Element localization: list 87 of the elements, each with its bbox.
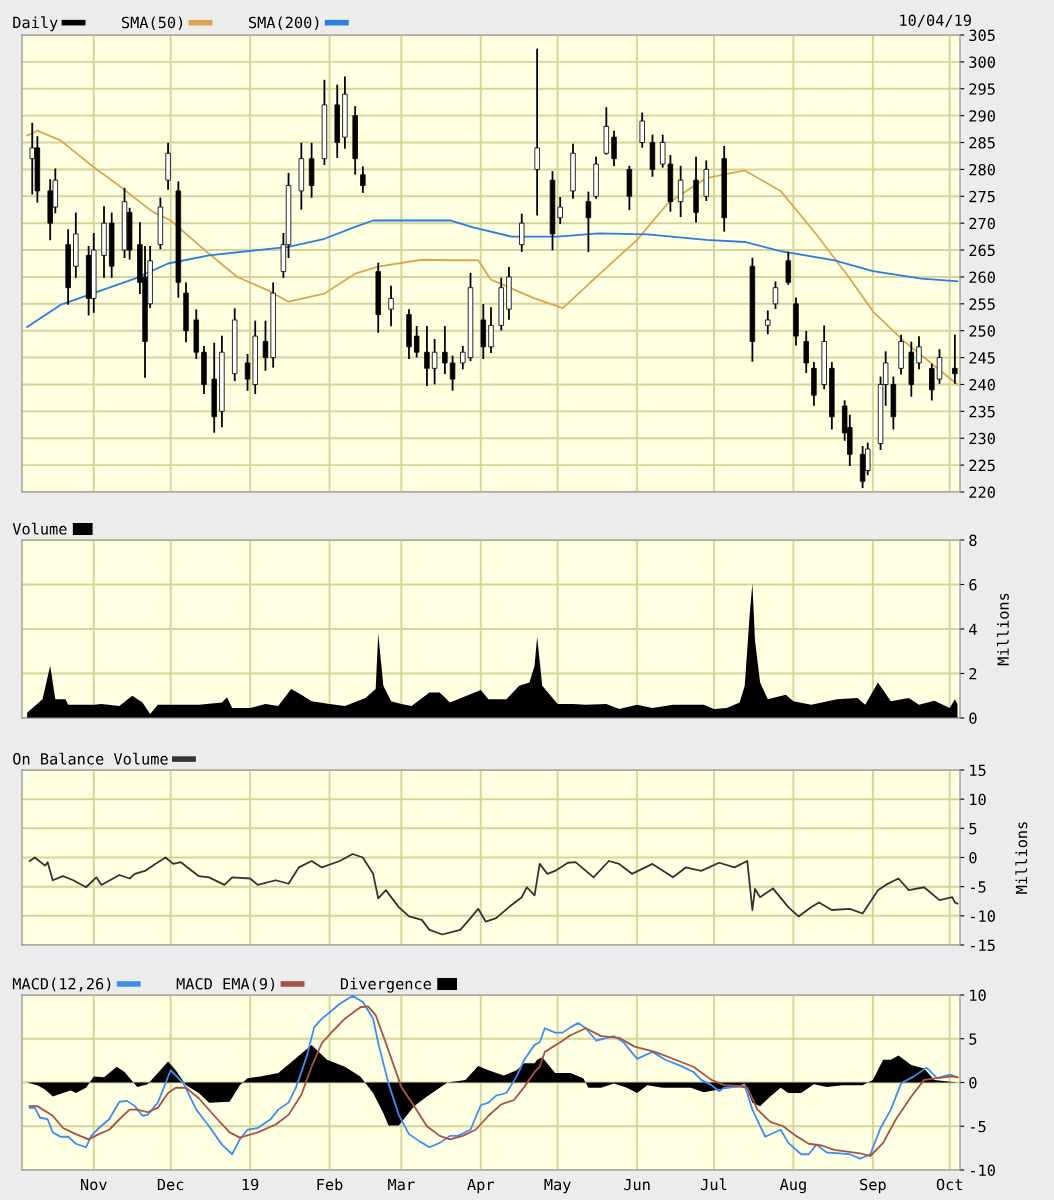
candlestick bbox=[488, 307, 494, 354]
y-tick-label: 270 bbox=[969, 217, 995, 230]
candlestick bbox=[442, 326, 448, 375]
y-tick-label: 0 bbox=[969, 852, 977, 864]
legend-label: Volume bbox=[12, 522, 67, 535]
y-tick-label: 220 bbox=[969, 486, 995, 499]
candlestick bbox=[585, 191, 592, 253]
y-tick-label: 0 bbox=[969, 712, 977, 725]
candlestick bbox=[449, 355, 456, 391]
x-tick-label: Oct bbox=[936, 1178, 963, 1191]
y-tick-label: 290 bbox=[969, 110, 995, 122]
candlestick bbox=[765, 310, 771, 335]
x-tick-label: Dec bbox=[157, 1178, 184, 1191]
y-tick-label: 240 bbox=[969, 378, 995, 391]
x-tick-label: Aug bbox=[779, 1178, 806, 1194]
legend-label: Daily bbox=[13, 16, 58, 32]
candlestick bbox=[952, 334, 958, 384]
x-tick-label: Jun bbox=[624, 1178, 650, 1191]
y-tick-label: -15 bbox=[970, 939, 995, 952]
candlestick bbox=[424, 326, 430, 386]
y-tick-label: 2 bbox=[969, 668, 977, 680]
candlestick bbox=[460, 345, 466, 370]
y-tick-label: 275 bbox=[969, 190, 995, 203]
candlestick bbox=[936, 349, 943, 384]
candlestick bbox=[431, 338, 438, 385]
y-tick-label: 225 bbox=[969, 459, 995, 472]
y-tick-label: 5 bbox=[969, 1033, 977, 1045]
y-tick-label: 300 bbox=[969, 56, 995, 68]
y-tick-label: 10 bbox=[970, 793, 986, 806]
y-tick-label: 260 bbox=[969, 271, 995, 283]
y-tick-label: 265 bbox=[969, 244, 995, 257]
y-tick-label: 6 bbox=[969, 579, 977, 591]
legend-label: On Balance Volume bbox=[13, 752, 168, 765]
candlestick bbox=[244, 353, 251, 391]
candlestick bbox=[611, 130, 617, 167]
candlestick bbox=[360, 166, 366, 193]
x-tick-label: Sep bbox=[860, 1178, 886, 1194]
line-series bbox=[28, 853, 959, 936]
y-tick-label: -10 bbox=[970, 1164, 995, 1177]
candlestick bbox=[413, 326, 420, 358]
candlestick bbox=[916, 336, 922, 370]
y-tick-label: 255 bbox=[969, 298, 995, 310]
y-tick-label: 305 bbox=[969, 29, 995, 42]
y-axis-title: Millions bbox=[996, 593, 1009, 666]
legend-label: SMA(50) bbox=[121, 16, 183, 31]
x-tick-label: May bbox=[544, 1178, 571, 1194]
y-tick-label: 10 bbox=[970, 989, 986, 1002]
y-tick-label: -5 bbox=[970, 881, 986, 893]
legend-label: Divergence bbox=[340, 977, 431, 993]
y-tick-label: -5 bbox=[970, 1120, 986, 1133]
x-tick-label: Feb bbox=[317, 1178, 343, 1191]
line-series bbox=[26, 129, 959, 386]
y-tick-label: 8 bbox=[969, 534, 977, 547]
candlestick bbox=[639, 112, 645, 148]
x-tick-label: Apr bbox=[467, 1178, 494, 1194]
legend-label: SMA(200) bbox=[248, 16, 319, 31]
x-tick-label: 19 bbox=[242, 1178, 259, 1191]
y-tick-label: 245 bbox=[969, 352, 995, 364]
y-tick-label: 0 bbox=[969, 1077, 977, 1089]
line-series bbox=[26, 219, 959, 328]
x-tick-label: Jul bbox=[700, 1178, 727, 1191]
legend-label: MACD EMA(9) bbox=[176, 977, 275, 992]
legend-label: MACD(12,26) bbox=[12, 977, 111, 992]
y-tick-label: 285 bbox=[969, 137, 995, 149]
y-axis-title: Millions bbox=[1015, 822, 1028, 894]
candlestick bbox=[803, 330, 809, 374]
x-tick-label: Nov bbox=[81, 1178, 107, 1191]
y-tick-label: 5 bbox=[969, 823, 977, 835]
candlestick bbox=[677, 165, 684, 218]
candlestick bbox=[785, 251, 792, 285]
y-tick-label: 295 bbox=[969, 83, 995, 95]
y-tick-label: 250 bbox=[969, 325, 995, 337]
y-tick-label: 235 bbox=[969, 405, 995, 418]
y-tick-label: 280 bbox=[969, 163, 995, 176]
x-tick-label: Mar bbox=[388, 1178, 415, 1191]
y-tick-label: -10 bbox=[970, 910, 995, 922]
candlestick bbox=[262, 320, 269, 371]
candlestick bbox=[519, 213, 525, 253]
y-tick-label: 4 bbox=[969, 623, 977, 635]
candlestick bbox=[534, 48, 540, 216]
candlestick bbox=[388, 285, 394, 327]
y-tick-label: 15 bbox=[970, 764, 986, 777]
candlestick bbox=[557, 197, 563, 225]
candlestick bbox=[929, 363, 935, 401]
text: 10/04/19 bbox=[900, 14, 971, 28]
y-tick-label: 230 bbox=[969, 432, 995, 445]
candlestick bbox=[772, 281, 779, 310]
